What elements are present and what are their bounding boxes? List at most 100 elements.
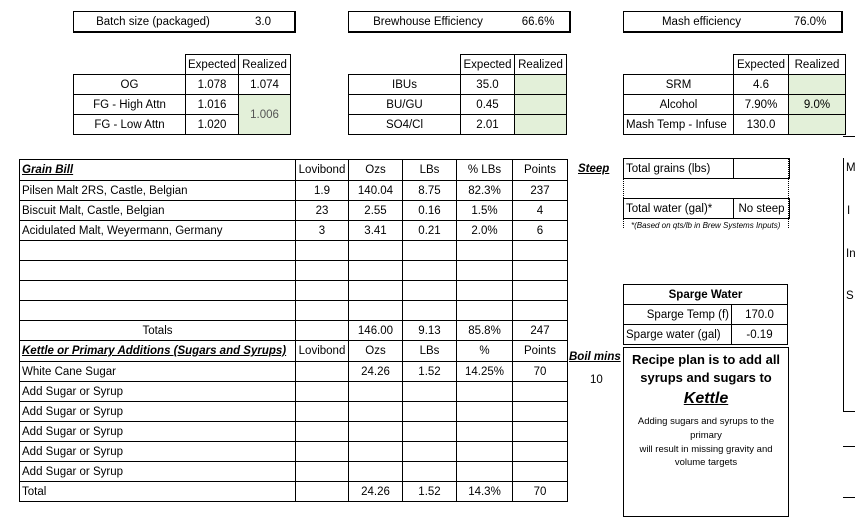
table-row[interactable]: Acidulated Malt, Weyermann, Germany 3 3.… (19, 220, 568, 241)
table-row[interactable]: Add Sugar or Syrup (19, 461, 568, 482)
mash-efficiency-value[interactable]: 76.0% (793, 15, 827, 28)
total-grains-label: Total grains (lbs) (623, 158, 734, 179)
total-water-label: Total water (gal)* (623, 198, 734, 219)
grain-lovibond[interactable]: 23 (295, 200, 349, 221)
mash-temp-realized[interactable] (788, 114, 846, 135)
grain-ozs[interactable]: 140.04 (348, 180, 403, 201)
table-row[interactable]: Add Sugar or Syrup (19, 381, 568, 402)
right-edge-rule (843, 446, 855, 447)
kettle-total-pct: 14.3% (456, 481, 513, 502)
table-row[interactable]: Pilsen Malt 2RS, Castle, Belgian 1.9 140… (19, 180, 568, 201)
kettle-name[interactable]: Add Sugar or Syrup (19, 421, 296, 442)
grain-totals-lbs: 9.13 (402, 320, 457, 341)
bugu-realized[interactable] (514, 94, 567, 115)
alcohol-label: Alcohol (623, 94, 734, 115)
mash-temp-label: Mash Temp - Infuse (623, 114, 734, 135)
fg-low-expected: 1.020 (185, 114, 239, 135)
grain-lbs: 8.75 (402, 180, 457, 201)
grain-name[interactable]: Acidulated Malt, Weyermann, Germany (19, 220, 296, 241)
steep-note: *(Based on qts/lb in Brew Systems Inputs… (631, 221, 781, 230)
ibu-realized[interactable] (514, 74, 567, 95)
so4-realized[interactable] (514, 114, 567, 135)
kettle-points: 70 (512, 361, 568, 382)
table-row[interactable] (19, 300, 568, 321)
right-edge-s: S (846, 290, 854, 302)
kettle-total-row: Total 24.26 1.52 14.3% 70 (19, 481, 568, 502)
grain-totals-row: Totals 146.00 9.13 85.8% 247 (19, 320, 568, 341)
sparge-temp-label: Sparge Temp (f) (623, 304, 732, 325)
og-expected: 1.078 (185, 74, 239, 95)
grain-name-empty[interactable] (19, 280, 296, 301)
batch-size-value[interactable]: 3.0 (255, 15, 271, 28)
grain-col-pct: % LBs (456, 159, 513, 181)
og-label: OG (73, 74, 186, 95)
color-col-expected: Expected (733, 54, 789, 75)
grain-pct: 1.5% (456, 200, 513, 221)
grain-ozs[interactable]: 2.55 (348, 200, 403, 221)
kettle-col-lovibond: Lovibond (295, 340, 349, 362)
steep-table: Total grains (lbs) Total water (gal)* No… (623, 158, 790, 219)
gravity-col-expected: Expected (185, 54, 239, 75)
so4-expected: 2.01 (460, 114, 515, 135)
table-row[interactable] (19, 240, 568, 261)
table-row[interactable]: White Cane Sugar 24.26 1.52 14.25% 70 (19, 361, 568, 382)
grain-col-ozs: Ozs (348, 159, 403, 181)
kettle-name[interactable]: White Cane Sugar (19, 361, 296, 382)
table-row[interactable]: Add Sugar or Syrup (19, 441, 568, 462)
recipe-plan-note3: will result in missing gravity and (639, 444, 773, 455)
grain-name-empty[interactable] (19, 260, 296, 281)
recipe-plan-line2: syrups and sugars to (640, 370, 772, 385)
grain-name-empty[interactable] (19, 300, 296, 321)
bitterness-col-expected: Expected (460, 54, 515, 75)
table-row[interactable]: Biscuit Malt, Castle, Belgian 23 2.55 0.… (19, 200, 568, 221)
srm-realized[interactable] (788, 74, 846, 95)
alcohol-realized[interactable]: 9.0% (788, 94, 846, 115)
recipe-plan-note4: volume targets (674, 457, 738, 468)
kettle-col-ozs: Ozs (348, 340, 403, 362)
kettle-col-pct: % (456, 340, 513, 362)
og-realized[interactable]: 1.074 (238, 74, 291, 95)
grain-lovibond[interactable]: 1.9 (295, 180, 349, 201)
grain-ozs[interactable]: 3.41 (348, 220, 403, 241)
kettle-title: Kettle or Primary Additions (Sugars and … (19, 340, 296, 362)
batch-size-box: Batch size (packaged) 3.0 (73, 11, 296, 33)
table-row[interactable]: Add Sugar or Syrup (19, 401, 568, 422)
alcohol-expected: 7.90% (733, 94, 789, 115)
kettle-name[interactable]: Add Sugar or Syrup (19, 461, 296, 482)
table-row[interactable] (19, 260, 568, 281)
steep-label: Steep (578, 163, 610, 175)
bitterness-col-realized: Realized (514, 54, 567, 75)
kettle-col-points: Points (512, 340, 568, 362)
kettle-name[interactable]: Add Sugar or Syrup (19, 401, 296, 422)
grain-pct: 2.0% (456, 220, 513, 241)
grain-bill-table: Grain Bill Lovibond Ozs LBs % LBs Points… (19, 159, 568, 502)
kettle-name[interactable]: Add Sugar or Syrup (19, 381, 296, 402)
kettle-name[interactable]: Add Sugar or Syrup (19, 441, 296, 462)
grain-name-empty[interactable] (19, 240, 296, 261)
fg-realized[interactable]: 1.006 (238, 94, 291, 135)
sparge-temp-value[interactable]: 170.0 (731, 304, 788, 325)
sparge-water-label: Sparge water (gal) (623, 324, 732, 345)
recipe-plan-line1: Recipe plan is to add all (631, 352, 781, 367)
brewhouse-efficiency-value[interactable]: 66.6% (521, 15, 555, 28)
kettle-lbs: 1.52 (402, 361, 457, 382)
right-edge-m: M (846, 162, 855, 174)
right-edge-rule (843, 497, 855, 498)
table-row[interactable]: Add Sugar or Syrup (19, 421, 568, 442)
so4-label: SO4/Cl (348, 114, 461, 135)
gravity-col-realized: Realized (238, 54, 291, 75)
sparge-table: Sparge Water Sparge Temp (f) 170.0 Sparg… (623, 284, 788, 345)
grain-lbs: 0.16 (402, 200, 457, 221)
kettle-ozs[interactable]: 24.26 (348, 361, 403, 382)
recipe-plan-box: Recipe plan is to add all syrups and sug… (623, 347, 789, 517)
grain-points: 237 (512, 180, 568, 201)
kettle-col-lbs: LBs (402, 340, 457, 362)
grain-name[interactable]: Biscuit Malt, Castle, Belgian (19, 200, 296, 221)
grain-name[interactable]: Pilsen Malt 2RS, Castle, Belgian (19, 180, 296, 201)
boil-mins-label: Boil mins (569, 351, 621, 363)
recipe-plan-target: Kettle (683, 390, 729, 407)
grain-col-points: Points (512, 159, 568, 181)
grain-lovibond[interactable]: 3 (295, 220, 349, 241)
table-row[interactable] (19, 280, 568, 301)
boil-mins-value[interactable]: 10 (590, 374, 603, 386)
